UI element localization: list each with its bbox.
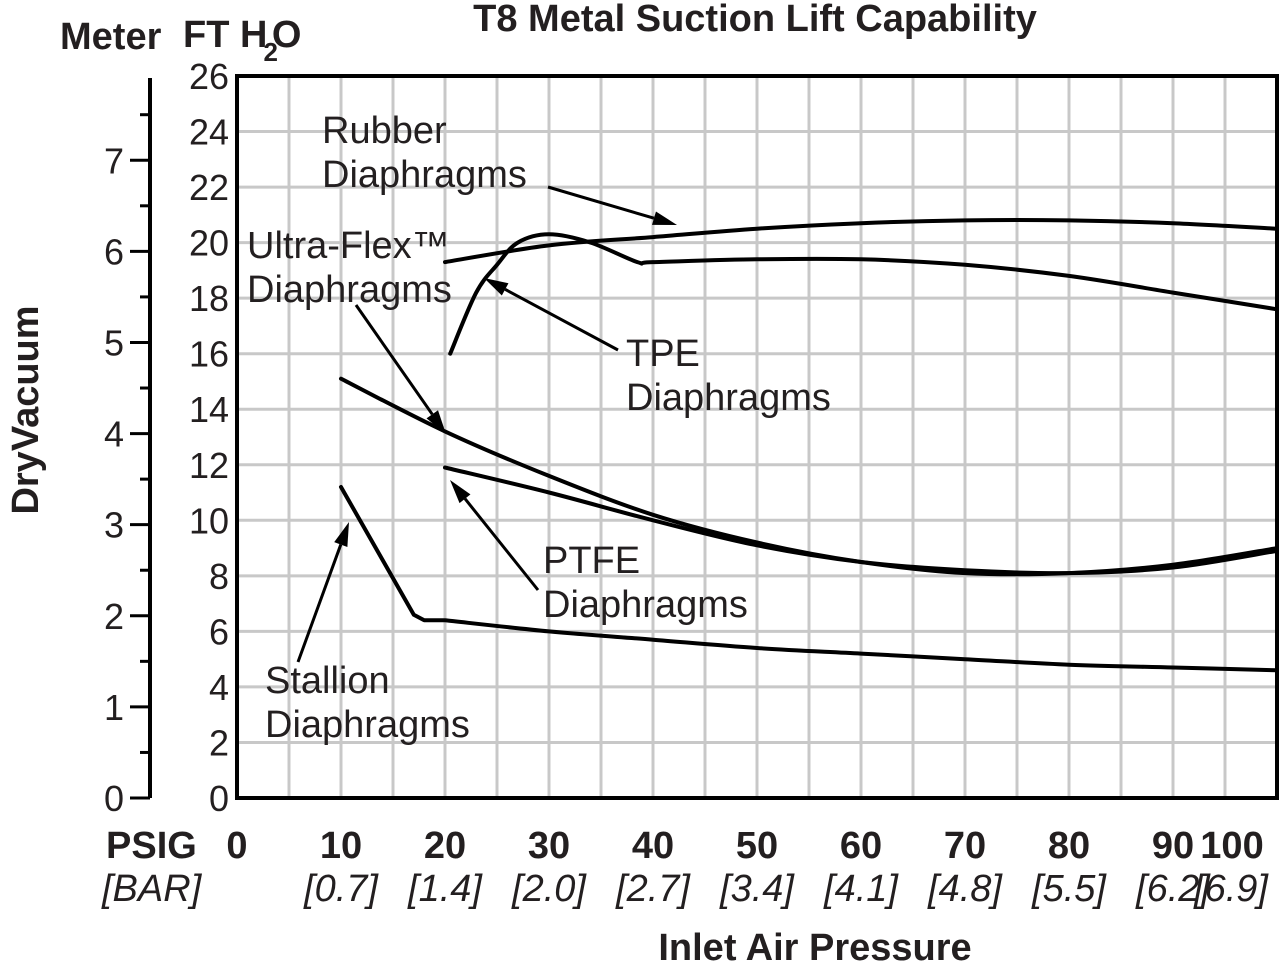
ultraflex-label-line2: Diaphragms — [247, 269, 452, 311]
bar-tick-label: [5.5] — [1031, 868, 1107, 910]
plot-border — [235, 74, 1279, 800]
stallion-arrow-head — [334, 522, 349, 547]
chart-title: T8 Metal Suction Lift Capability — [473, 0, 1037, 40]
psig-tick-label: 20 — [424, 825, 466, 867]
ft-axis-unit-main: FT H — [183, 14, 267, 56]
rubber-label-line1: Rubber — [322, 110, 447, 152]
tpe-label-line1: TPE — [626, 333, 700, 375]
psig-tick-label: 70 — [944, 825, 986, 867]
y-axis-label: DryVacuum — [5, 305, 47, 514]
rubber-label-line2: Diaphragms — [322, 154, 527, 196]
tpe-curve — [448, 232, 1279, 356]
meter-tick-label: 1 — [104, 687, 124, 728]
ft-tick-label: 10 — [189, 500, 229, 541]
ultraflex-arrow-head — [426, 410, 446, 434]
ft-tick-label: 6 — [209, 611, 229, 652]
x-axis-label: Inlet Air Pressure — [658, 927, 971, 964]
bar-tick-label: [4.1] — [823, 868, 899, 910]
psig-tick-label: 30 — [528, 825, 570, 867]
psig-tick-label: 10 — [320, 825, 362, 867]
stallion-label-line1: Stallion — [265, 660, 390, 702]
meter-tick-label: 4 — [104, 414, 124, 455]
ft-tick-label: 8 — [209, 556, 229, 597]
meter-tick-label: 2 — [104, 596, 124, 637]
ptfe-arrow-shaft — [463, 497, 540, 591]
curves — [339, 218, 1279, 673]
ft-tick-label: 12 — [189, 445, 229, 486]
ft-tick-label: 20 — [189, 223, 229, 264]
ultraflex-arrow-shaft — [354, 304, 434, 416]
ptfe-curve — [443, 465, 1279, 576]
tpe-arrow-shaft — [504, 288, 619, 352]
bar-label: [BAR] — [101, 868, 203, 910]
meter-tick-label: 3 — [104, 505, 124, 546]
psig-tick-label: 40 — [632, 825, 674, 867]
psig-tick-label: 0 — [226, 825, 247, 867]
ptfe-label-line1: PTFE — [543, 540, 640, 582]
ft-tick-label: 26 — [189, 56, 229, 97]
stallion-label-line2: Diaphragms — [265, 704, 470, 746]
rubber-arrow-shaft — [547, 185, 655, 220]
ft-axis-unit-suffix: O — [272, 14, 302, 56]
bar-tick-label: [3.4] — [719, 868, 795, 910]
rubber-arrow-head — [652, 211, 677, 225]
bar-tick-label: [0.7] — [303, 868, 379, 910]
tpe-label-line2: Diaphragms — [626, 377, 831, 419]
ft-tick-label: 2 — [209, 722, 229, 763]
bar-tick-label: [6.9] — [1193, 868, 1269, 910]
ft-tick-label: 18 — [189, 278, 229, 319]
grid — [237, 76, 1277, 798]
ft-tick-label: 16 — [189, 334, 229, 375]
ptfe-label-line2: Diaphragms — [543, 584, 748, 626]
meter-tick-label: 7 — [104, 140, 124, 181]
bar-tick-label: [6.2] — [1135, 868, 1211, 910]
ft-tick-label: 0 — [209, 778, 229, 819]
stallion-arrow-shaft — [296, 544, 343, 663]
bar-tick-label: [2.0] — [511, 868, 587, 910]
psig-label: PSIG — [106, 825, 197, 867]
meter-tick-label: 6 — [104, 231, 124, 272]
bar-tick-label: [1.4] — [407, 868, 483, 910]
psig-tick-label: 80 — [1048, 825, 1090, 867]
ultraflex-label-line1: Ultra-Flex™ — [247, 225, 450, 267]
psig-tick-label: 100 — [1200, 825, 1263, 867]
annotations: RubberDiaphragmsUltra-Flex™DiaphragmsTPE… — [247, 110, 831, 746]
rubber-curve — [443, 218, 1279, 265]
ptfe-arrow-head — [450, 480, 471, 504]
psig-tick-label: 90 — [1152, 825, 1194, 867]
bar-tick-label: [4.8] — [927, 868, 1003, 910]
meter-axis-unit: Meter — [60, 16, 162, 58]
ft-axis-unit-sub: 2 — [263, 37, 277, 67]
tpe-arrow-head — [484, 278, 509, 296]
ft-tick-label: 24 — [189, 112, 229, 153]
plot-frame — [130, 74, 1279, 800]
psig-tick-label: 60 — [840, 825, 882, 867]
ft-tick-label: 14 — [189, 389, 229, 430]
stallion-curve — [339, 484, 1279, 673]
psig-tick-label: 50 — [736, 825, 778, 867]
meter-tick-label: 5 — [104, 322, 124, 363]
ft-axis-unit: FT H2O — [183, 14, 301, 67]
ft-tick-label: 22 — [189, 167, 229, 208]
ft-tick-label: 4 — [209, 667, 229, 708]
meter-tick-label: 0 — [104, 778, 124, 819]
bar-tick-label: [2.7] — [615, 868, 691, 910]
